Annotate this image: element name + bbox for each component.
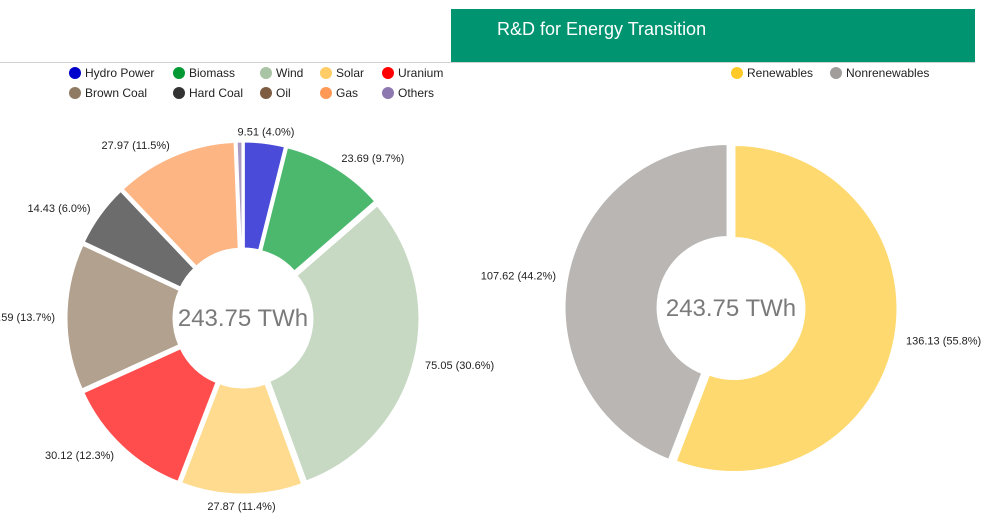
data-label: 136.13 (55.8%): [906, 336, 981, 348]
slice-wind[interactable]: [267, 203, 422, 484]
data-label: 75.05 (30.6%): [425, 360, 494, 372]
legend-item-brown-coal[interactable]: Brown Coal: [69, 86, 147, 100]
legend-swatch: [382, 67, 394, 79]
legend-label: Others: [398, 86, 435, 100]
legend-item-others[interactable]: Others: [382, 86, 434, 100]
legend-item-uranium[interactable]: Uranium: [382, 66, 443, 80]
center-total-label: 243.75 TWh: [178, 305, 308, 332]
legend-label: Nonrenewables: [846, 66, 930, 80]
legend-item-hydro-power[interactable]: Hydro Power: [69, 66, 154, 80]
divider: [0, 62, 975, 63]
legend-item-renewables[interactable]: Renewables: [731, 66, 813, 80]
legend-label: Gas: [336, 86, 359, 100]
legend-item-solar[interactable]: Solar: [320, 66, 364, 80]
slice-renewables[interactable]: [673, 143, 900, 475]
legend-label: Oil: [276, 86, 291, 100]
legend-swatch: [173, 67, 185, 79]
legend-label: Uranium: [398, 66, 444, 80]
center-total-label: 243.75 TWh: [666, 295, 796, 322]
legend-label: Hydro Power: [85, 66, 155, 80]
legend-swatch: [260, 87, 272, 99]
data-label: 23.69 (9.7%): [341, 153, 404, 165]
legend-swatch: [260, 67, 272, 79]
slice-others[interactable]: [234, 139, 245, 251]
legend-swatch: [69, 87, 81, 99]
title-banner: R&D for Energy Transition: [451, 9, 975, 62]
data-label: 27.97 (11.5%): [102, 140, 170, 152]
legend-label: Renewables: [747, 66, 814, 80]
data-label: 14.43 (6.0%): [28, 203, 91, 215]
legend-swatch: [382, 87, 394, 99]
slice-hard-coal[interactable]: [81, 188, 197, 290]
legend-item-biomass[interactable]: Biomass: [173, 66, 235, 80]
data-label: 9.51 (4.0%): [238, 126, 295, 138]
legend-item-oil[interactable]: Oil: [260, 86, 291, 100]
legend-item-hard-coal[interactable]: Hard Coal: [173, 86, 243, 100]
data-label: 30.12 (12.3%): [45, 450, 114, 462]
legend-swatch: [320, 87, 332, 99]
legend-swatch: [69, 67, 81, 79]
data-label: 107.62 (44.2%): [481, 270, 556, 282]
slice-biomass[interactable]: [259, 145, 378, 274]
legend-swatch: [173, 87, 185, 99]
legend-swatch: [731, 67, 743, 79]
legend-label: Brown Coal: [85, 86, 148, 100]
slice-brown-coal[interactable]: [64, 242, 182, 392]
legend-swatch: [320, 67, 332, 79]
legend-item-nonrenewables[interactable]: Nonrenewables: [830, 66, 929, 80]
legend-label: Wind: [276, 66, 304, 80]
data-label: 33.59 (13.7%): [0, 312, 55, 324]
legend-item-wind[interactable]: Wind: [260, 66, 303, 80]
legend-label: Biomass: [189, 66, 236, 80]
legend-item-gas[interactable]: Gas: [320, 86, 358, 100]
slice-solar[interactable]: [179, 381, 305, 497]
legend-label: Solar: [336, 66, 365, 80]
legend-label: Hard Coal: [189, 86, 244, 100]
legend-swatch: [830, 67, 842, 79]
slice-uranium[interactable]: [81, 346, 219, 485]
slice-nonrenewables[interactable]: [562, 141, 730, 463]
data-label: 27.87 (11.4%): [207, 501, 275, 513]
page-title: R&D for Energy Transition: [497, 19, 707, 39]
